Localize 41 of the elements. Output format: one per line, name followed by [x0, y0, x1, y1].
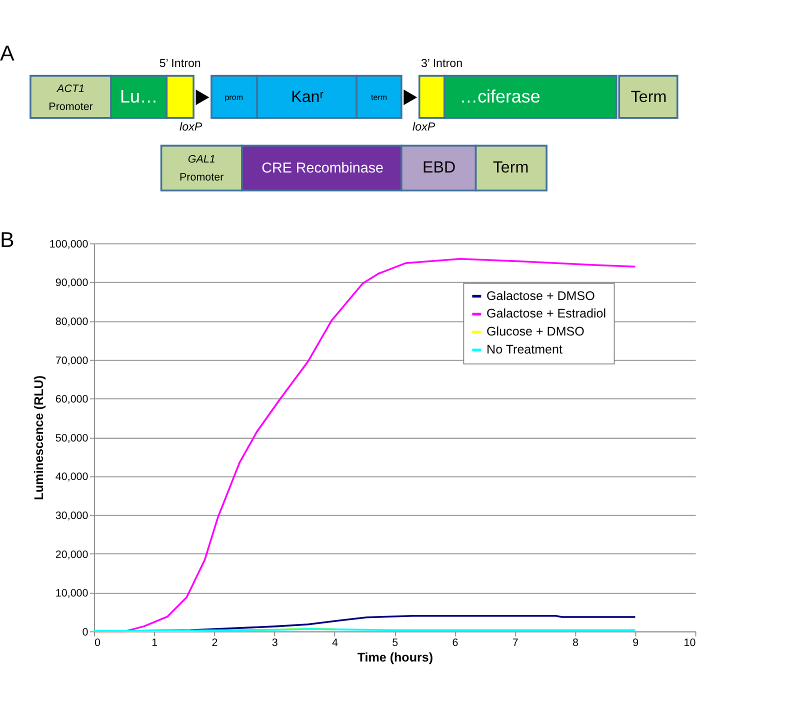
x-tick-label: 4: [332, 637, 338, 650]
x-tick-label: 3: [272, 637, 278, 650]
x-tick-label: 8: [572, 637, 579, 650]
text: Promoter: [48, 100, 94, 113]
text: Term: [492, 158, 529, 177]
text: Term: [630, 88, 667, 106]
text: EBD: [422, 158, 456, 177]
line-series: [93, 258, 636, 632]
x-tick-label: 10: [684, 637, 696, 650]
legend-label: Galactose + Estradiol: [486, 306, 606, 321]
legend-label: Glucose + DMSO: [486, 324, 585, 339]
x-tick-label: 1: [152, 637, 158, 650]
y-tick-label: 40,000: [55, 471, 88, 484]
y-tick-label: 90,000: [55, 277, 88, 290]
text: loxP: [412, 120, 436, 134]
y-tick-label: 30,000: [55, 510, 88, 522]
y-tick-label: 0: [82, 626, 88, 638]
y-tick-label: 50,000: [55, 432, 88, 444]
y-tick-label: 60,000: [55, 394, 88, 406]
x-axis-title: Time (hours): [357, 650, 433, 664]
x-tick-label: 0: [94, 637, 101, 650]
legend-label: Galactose + DMSO: [486, 288, 596, 303]
y-tick-label: 100,000: [49, 238, 88, 250]
y-tick-label: 20,000: [55, 548, 88, 561]
x-tick-label: 6: [452, 637, 458, 650]
x-tick-label: 9: [632, 637, 639, 650]
y-tick-label: 10,000: [55, 588, 88, 600]
y-tick-label: 70,000: [55, 354, 88, 367]
text: 3’ Intron: [420, 56, 463, 70]
text: ACT1: [56, 82, 85, 95]
y-axis-title: Luminescence (RLU): [32, 375, 46, 500]
legend-label: No Treatment: [486, 342, 563, 357]
text: loxP: [180, 120, 202, 134]
y-tick-label: 80,000: [55, 316, 88, 328]
chart-title: B: [0, 228, 14, 252]
x-tick-label: 5: [392, 637, 398, 650]
text: term: [370, 93, 388, 102]
text: A: [0, 42, 15, 66]
x-tick-label: 2: [212, 637, 218, 650]
text: 5’ Intron: [159, 56, 201, 70]
x-tick-label: 7: [512, 637, 518, 650]
